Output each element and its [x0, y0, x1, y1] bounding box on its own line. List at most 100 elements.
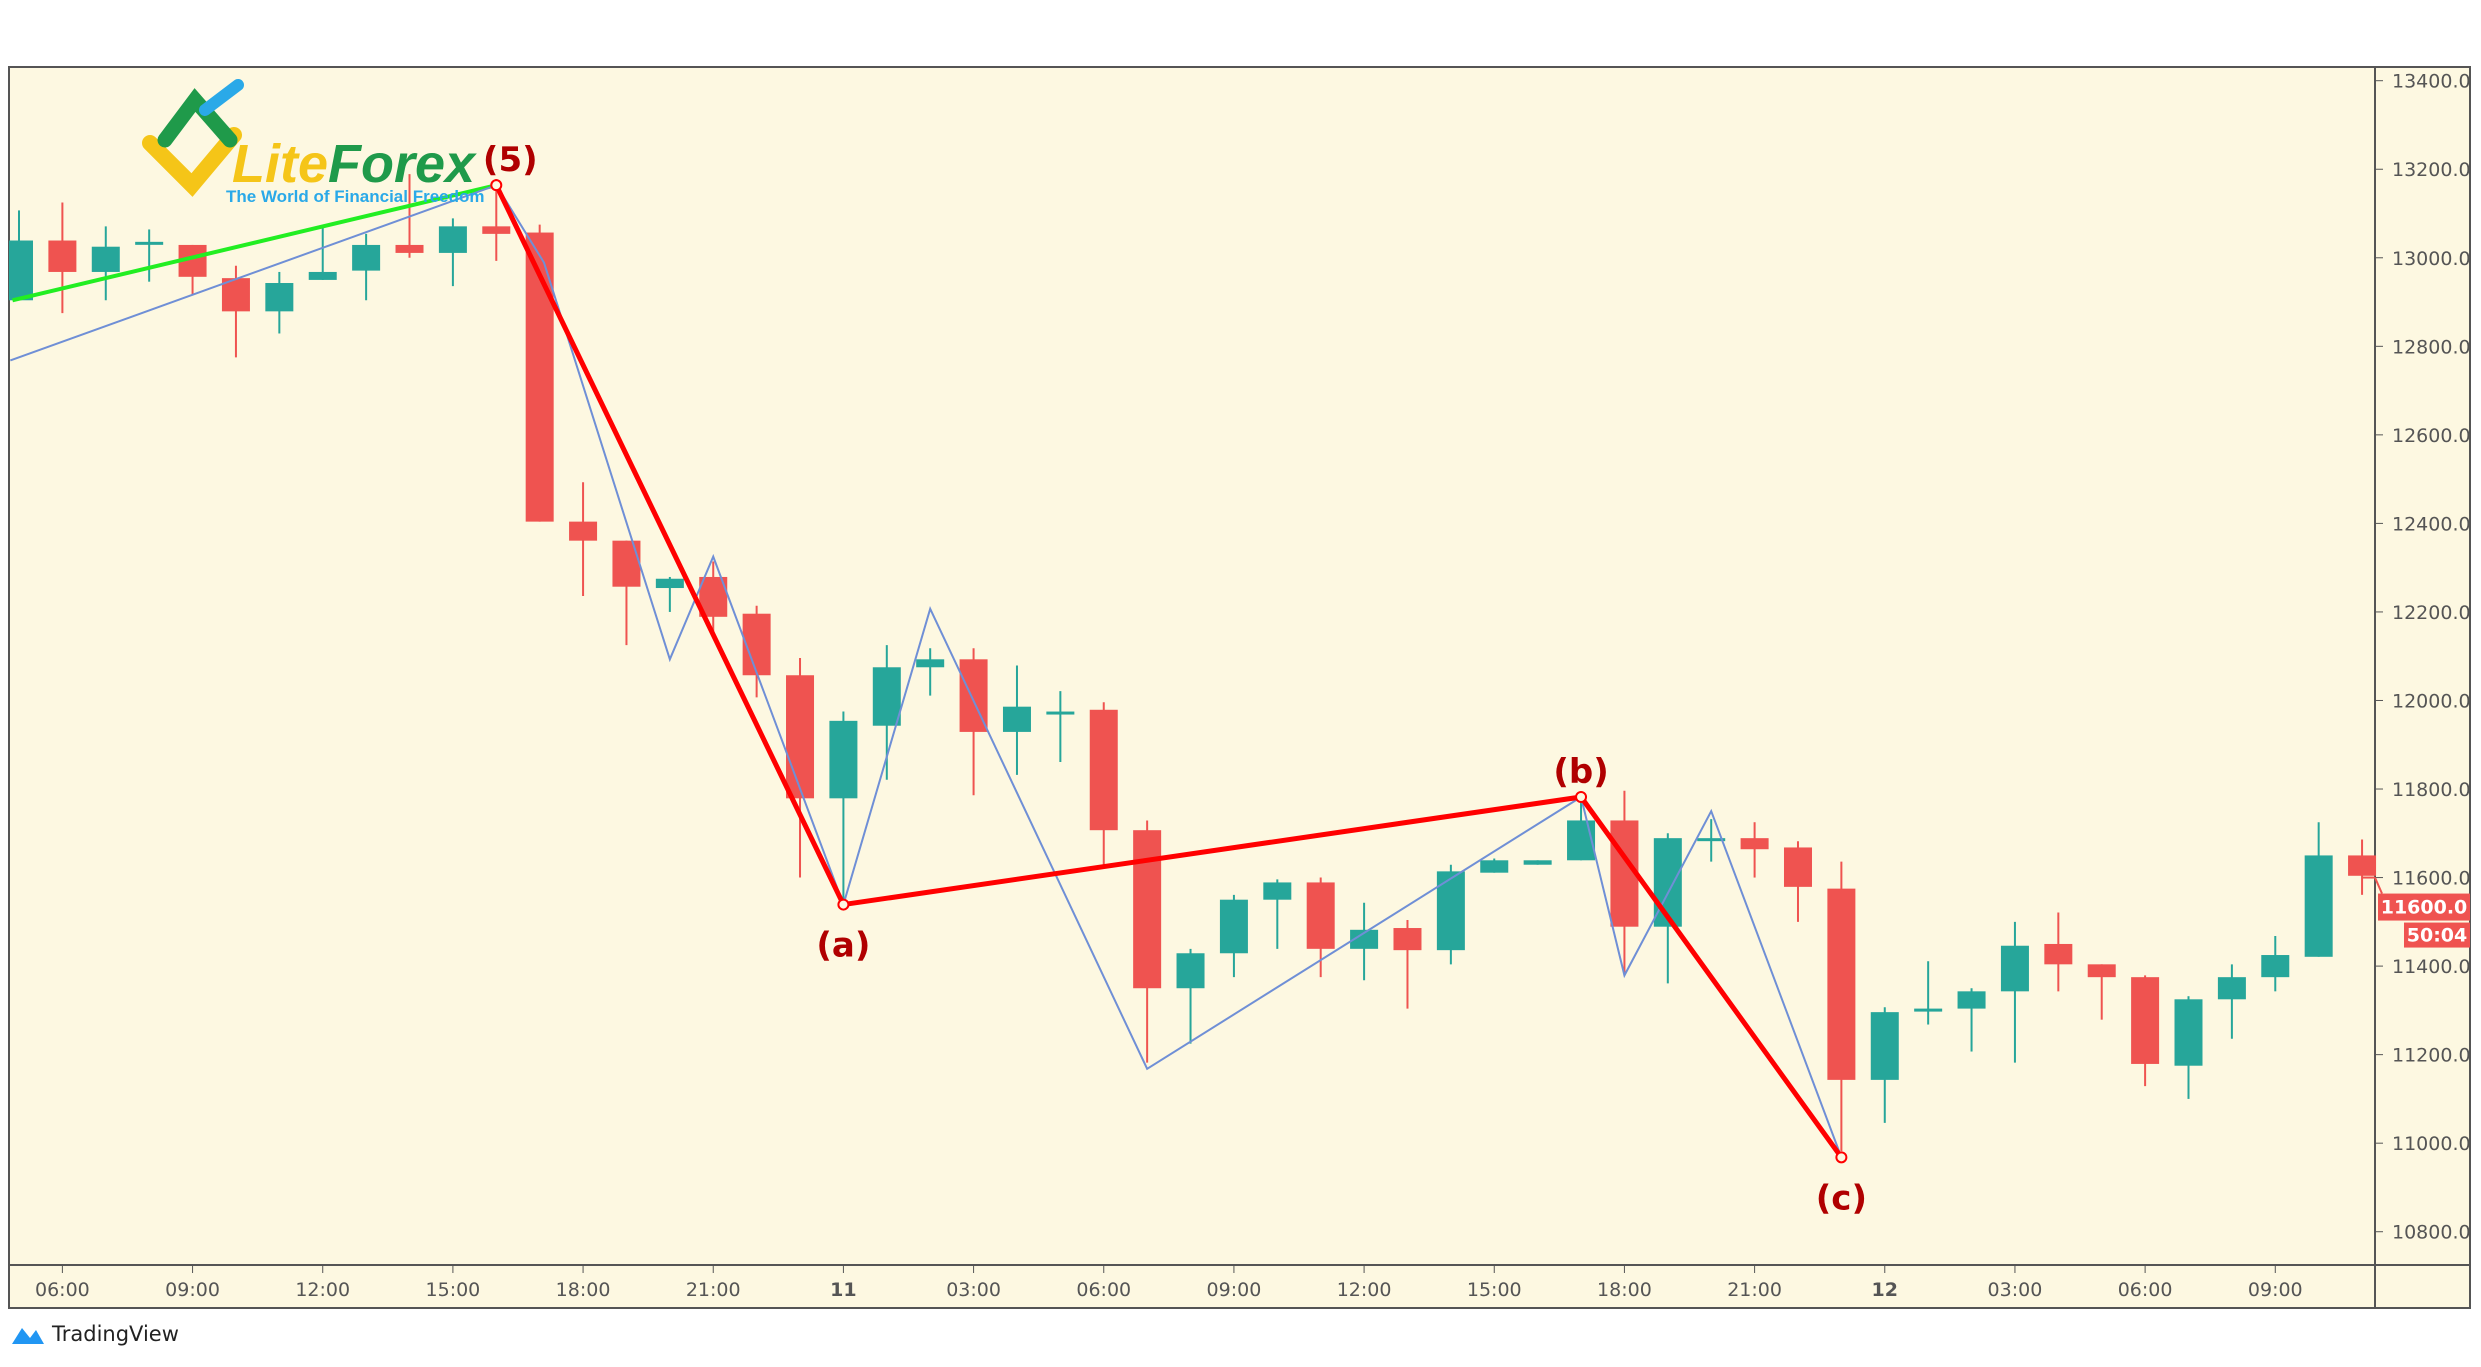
candle-body [2000, 945, 2029, 992]
candle-up [1046, 691, 1075, 763]
candle-body [569, 521, 598, 541]
candle-up [135, 229, 164, 282]
candle-up [1523, 860, 1552, 865]
candle-body [1002, 706, 1031, 732]
candle-body [1783, 847, 1812, 887]
x-tick-label: 15:00 [426, 1279, 481, 1301]
candle-body [612, 540, 641, 587]
candle-body [2304, 855, 2333, 957]
candle-up [655, 576, 684, 612]
candle-up [1697, 819, 1726, 862]
x-tick-label: 09:00 [2248, 1279, 2303, 1301]
candle-up [308, 226, 337, 280]
last-price-label: 11600.0 [2381, 897, 2468, 919]
tradingview-label: TradingView [52, 1322, 179, 1346]
candle-body [2261, 955, 2290, 978]
wave-point [837, 898, 850, 911]
x-tick-label: 21:00 [686, 1279, 741, 1301]
time-axis[interactable]: 06:00 09:00 12:00 15:00 18:00 21:00 11 03:00 06:… [35, 1265, 2303, 1301]
candle-down [221, 265, 250, 358]
candle-body [1176, 953, 1205, 989]
candle-body [91, 246, 120, 272]
wave-label-b: (b) [1553, 752, 1608, 792]
x-tick-label: 06:00 [2118, 1279, 2173, 1301]
candle-body [352, 244, 381, 271]
x-tick-label: 12:00 [295, 1279, 350, 1301]
candle-body [1523, 860, 1552, 865]
y-tick-label: 12600.0 [2392, 425, 2471, 447]
y-tick-label: 11800.0 [2392, 779, 2471, 801]
candle-up [2304, 822, 2333, 957]
tradingview-attribution[interactable]: TradingView [10, 1322, 179, 1346]
candle-up [1219, 894, 1248, 978]
candle-body [872, 667, 901, 726]
price-axis[interactable]: 13400.0 13200.0 13000.0 12800.0 12600.0 12400… [2375, 71, 2471, 1244]
trend-line [12, 183, 497, 303]
candle-body [1350, 929, 1379, 949]
candle-body [1219, 899, 1248, 954]
elliott-wave-line [494, 184, 1844, 1159]
candle-up [2174, 996, 2203, 1099]
candle-down [2348, 839, 2377, 895]
candle-body [438, 226, 467, 253]
logo-mark-icon [142, 127, 242, 197]
candle-body [1263, 882, 1292, 900]
y-tick-label: 13000.0 [2392, 248, 2471, 270]
candle-body [786, 675, 815, 799]
candle-down [1783, 841, 1812, 922]
wave-label-5: (5) [483, 140, 538, 180]
candle-body [2044, 943, 2073, 965]
candle-body [2087, 964, 2116, 978]
candle-body [395, 244, 424, 253]
tradingview-logo-icon [12, 1328, 44, 1344]
candle-down [2044, 912, 2073, 992]
candle-down [48, 202, 77, 314]
candle-body [308, 271, 337, 280]
candle-body [829, 720, 858, 799]
logo-mark-blue-icon [199, 79, 244, 116]
last-price-connector [2374, 877, 2383, 894]
candle-up [9, 210, 33, 301]
candle-down [1740, 822, 1769, 878]
candle-up [829, 711, 858, 909]
candle-up [1263, 879, 1292, 949]
candle-down [525, 224, 554, 522]
candle-up [1350, 902, 1379, 981]
candle-up [91, 226, 120, 301]
candle-body [221, 278, 250, 312]
plot-background [8, 66, 2471, 1309]
candle-down [612, 540, 641, 646]
candle-body [916, 659, 945, 668]
x-tick-label: 12 [1872, 1279, 1898, 1301]
candle-down [2087, 964, 2116, 1020]
candles [9, 174, 2377, 1152]
overlays: (5) (a) (b) (c) 11600.0 50:04 [9, 140, 2470, 1218]
countdown-label: 50:04 [2407, 925, 2467, 947]
wave-label-c: (c) [1816, 1178, 1867, 1218]
logo-mark-green-icon [157, 88, 238, 148]
candle-down [786, 657, 815, 878]
logo-tagline: The World of Financial Freedom [226, 187, 485, 206]
candle-body [742, 613, 771, 676]
candle-down [1827, 861, 1856, 1152]
candle-down [742, 605, 771, 698]
candle-body [1740, 838, 1769, 850]
countdown-badge [2404, 922, 2470, 948]
candle-up [2000, 921, 2029, 1063]
y-tick-label: 11600.0 [2392, 868, 2471, 890]
candle-body [482, 226, 511, 234]
candle-body [1957, 991, 1986, 1009]
candle-down [2131, 975, 2160, 1087]
y-tick-label: 10800.0 [2392, 1222, 2471, 1244]
candle-down [482, 178, 511, 261]
y-tick-label: 12200.0 [2392, 602, 2471, 624]
candle-body [1046, 711, 1075, 715]
x-tick-label: 06:00 [35, 1279, 90, 1301]
y-tick-label: 11400.0 [2392, 956, 2471, 978]
candle-up [1002, 665, 1031, 775]
candle-up [2217, 964, 2246, 1039]
candle-body [1567, 820, 1596, 861]
candle-body [1827, 888, 1856, 1080]
candle-body [1306, 882, 1335, 949]
